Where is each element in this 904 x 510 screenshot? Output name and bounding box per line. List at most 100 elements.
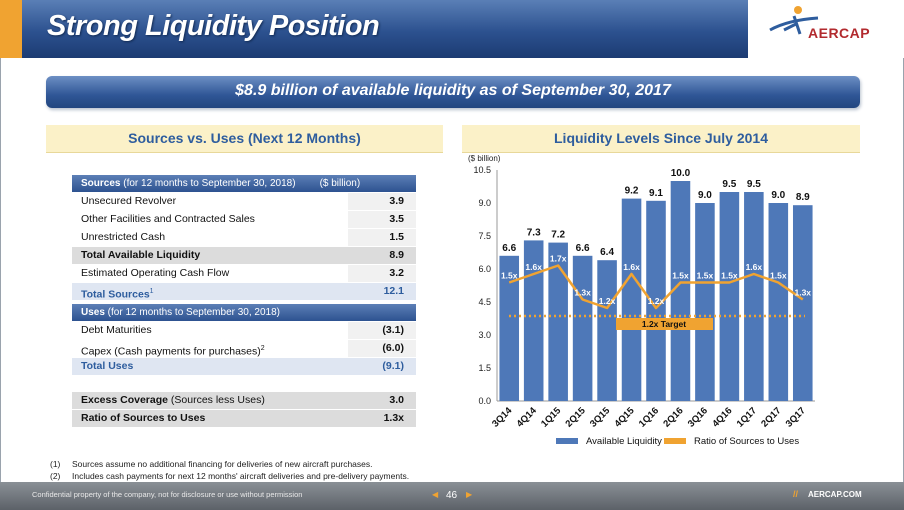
- footnote-2-text: Includes cash payments for next 12 month…: [72, 471, 410, 481]
- value-cell-bg: [348, 265, 416, 282]
- sources-row-value: 1.5: [389, 231, 404, 243]
- ratio-point-label: 1.2x: [599, 296, 616, 306]
- x-tick-label: 2Q15: [564, 405, 589, 430]
- y-tick-label: 6.0: [478, 264, 491, 274]
- value-cell-bg: [348, 211, 416, 228]
- x-tick-label: 1Q16: [637, 405, 661, 429]
- excess-coverage-row: Excess Coverage (Sources less Uses) 3.0: [72, 392, 416, 410]
- bar-value-label: 10.0: [671, 168, 691, 179]
- sources-row-label: Total Sources1: [81, 283, 154, 304]
- bar-value-label: 7.2: [551, 230, 565, 241]
- sources-row-label: Unsecured Revolver: [81, 193, 176, 210]
- x-tick-label: 4Q16: [710, 405, 734, 429]
- uses-row-label-text: Total Uses: [81, 360, 134, 372]
- sources-row-label: Other Facilities and Contracted Sales: [81, 211, 255, 228]
- liquidity-bar: [719, 192, 740, 401]
- liquidity-bar: [499, 255, 520, 401]
- y-tick-label: 10.5: [473, 165, 491, 175]
- x-tick-label: 1Q17: [735, 405, 759, 429]
- target-label: 1.2x Target: [642, 319, 686, 329]
- liquidity-bar: [523, 240, 544, 401]
- x-tick-label: 4Q15: [612, 405, 637, 430]
- bar-value-label: 9.0: [698, 190, 712, 201]
- y-tick-label: 7.5: [478, 231, 491, 241]
- value-cell-bg: [348, 340, 416, 357]
- sources-row: Total Available Liquidity 8.9: [72, 247, 416, 265]
- sources-row-value: 3.9: [389, 195, 404, 207]
- ratio-point-label: 1.5x: [501, 271, 518, 281]
- ratio-point-label: 1.6x: [623, 262, 640, 272]
- slide-title: Strong Liquidity Position: [47, 10, 380, 42]
- sources-row-value: 12.1: [383, 285, 404, 297]
- ratio-label: Ratio of Sources to Uses: [81, 412, 206, 424]
- bar-value-label: 9.2: [625, 186, 639, 197]
- ratio-point-label: 1.2x: [648, 296, 665, 306]
- liquidity-bar: [572, 255, 593, 401]
- ratio-point-label: 1.6x: [746, 262, 763, 272]
- sources-period: (for 12 months to September 30, 2018): [120, 178, 296, 189]
- bar-value-label: 6.6: [576, 243, 590, 254]
- sources-row-value: 8.9: [389, 249, 404, 261]
- uses-table-header: Uses (for 12 months to September 30, 201…: [72, 304, 416, 322]
- sources-row: Total Sources1 12.1: [72, 283, 416, 301]
- banner-text: $8.9 billion of available liquidity as o…: [235, 82, 671, 99]
- sources-row: Other Facilities and Contracted Sales 3.5: [72, 211, 416, 229]
- x-tick-label: 3Q17: [784, 405, 808, 429]
- uses-table: Uses (for 12 months to September 30, 201…: [72, 304, 416, 376]
- chart-unit-label: ($ billion): [468, 154, 501, 163]
- sources-uses-heading: Sources vs. Uses (Next 12 Months): [46, 125, 443, 153]
- value-cell-bg: [348, 193, 416, 210]
- uses-title: Uses: [81, 307, 105, 318]
- sources-row-label-text: Other Facilities and Contracted Sales: [81, 213, 255, 225]
- ratio-point-label: 1.5x: [672, 271, 689, 281]
- bar-value-label: 9.5: [747, 179, 761, 190]
- sources-title: Sources: [81, 178, 121, 189]
- uses-row-label: Total Uses: [81, 358, 133, 375]
- y-tick-label: 9.0: [478, 198, 491, 208]
- liquidity-bar: [744, 192, 764, 401]
- liquidity-bar: [792, 205, 813, 401]
- legend-liquidity-label: Available Liquidity: [586, 436, 662, 447]
- footnote-1-text: Sources assume no additional financing f…: [72, 459, 373, 469]
- prev-page-icon[interactable]: ◀: [432, 490, 439, 499]
- ratio-line: [508, 264, 804, 310]
- liquidity-bar: [646, 200, 666, 401]
- uses-row-value: (9.1): [382, 360, 404, 372]
- coverage-table: Excess Coverage (Sources less Uses) 3.0 …: [72, 392, 416, 428]
- footer: Confidential property of the company, no…: [0, 482, 904, 510]
- liquidity-bar: [670, 181, 691, 401]
- uses-row-label-text: Capex (Cash payments for purchases): [81, 345, 261, 358]
- sources-row: Unsecured Revolver 3.9: [72, 193, 416, 211]
- sources-row-label-text: Unsecured Revolver: [81, 195, 177, 207]
- next-page-icon[interactable]: ▶: [466, 490, 473, 499]
- bar-value-label: 7.3: [527, 227, 541, 238]
- liquidity-bar: [597, 260, 617, 401]
- excess-coverage-note: (Sources less Uses): [167, 394, 265, 406]
- y-tick-label: 3.0: [478, 330, 491, 340]
- uses-row: Total Uses (9.1): [72, 358, 416, 376]
- x-tick-label: 4Q14: [515, 405, 540, 430]
- title-accent: [0, 0, 22, 58]
- liquidity-bar: [695, 203, 715, 401]
- sources-row-value: 3.2: [389, 267, 404, 279]
- uses-row-value: (3.1): [382, 324, 404, 336]
- uses-row-label-text: Debt Maturities: [81, 324, 152, 336]
- sources-table-header: Sources (for 12 months to September 30, …: [72, 175, 416, 193]
- ratio-point-label: 1.5x: [770, 271, 787, 281]
- confidential-notice: Confidential property of the company, no…: [32, 490, 303, 499]
- x-tick-label: 1Q15: [539, 405, 564, 430]
- liquidity-bar: [548, 242, 568, 401]
- sources-row-label-text: Estimated Operating Cash Flow: [81, 267, 230, 279]
- bar-value-label: 9.0: [771, 190, 785, 201]
- uses-row: Debt Maturities (3.1): [72, 322, 416, 340]
- page-number: 46: [446, 490, 458, 501]
- ratio-point-label: 1.5x: [697, 271, 714, 281]
- value-cell-bg: [348, 229, 416, 246]
- logo: [748, 0, 904, 58]
- sources-row-label-text: Unrestricted Cash: [81, 231, 166, 243]
- uses-row-label: Debt Maturities: [81, 322, 152, 339]
- ratio-value: 1.3x: [383, 412, 404, 424]
- footnote-2-number: (2): [50, 471, 61, 481]
- aercap-logo-icon: [769, 6, 819, 35]
